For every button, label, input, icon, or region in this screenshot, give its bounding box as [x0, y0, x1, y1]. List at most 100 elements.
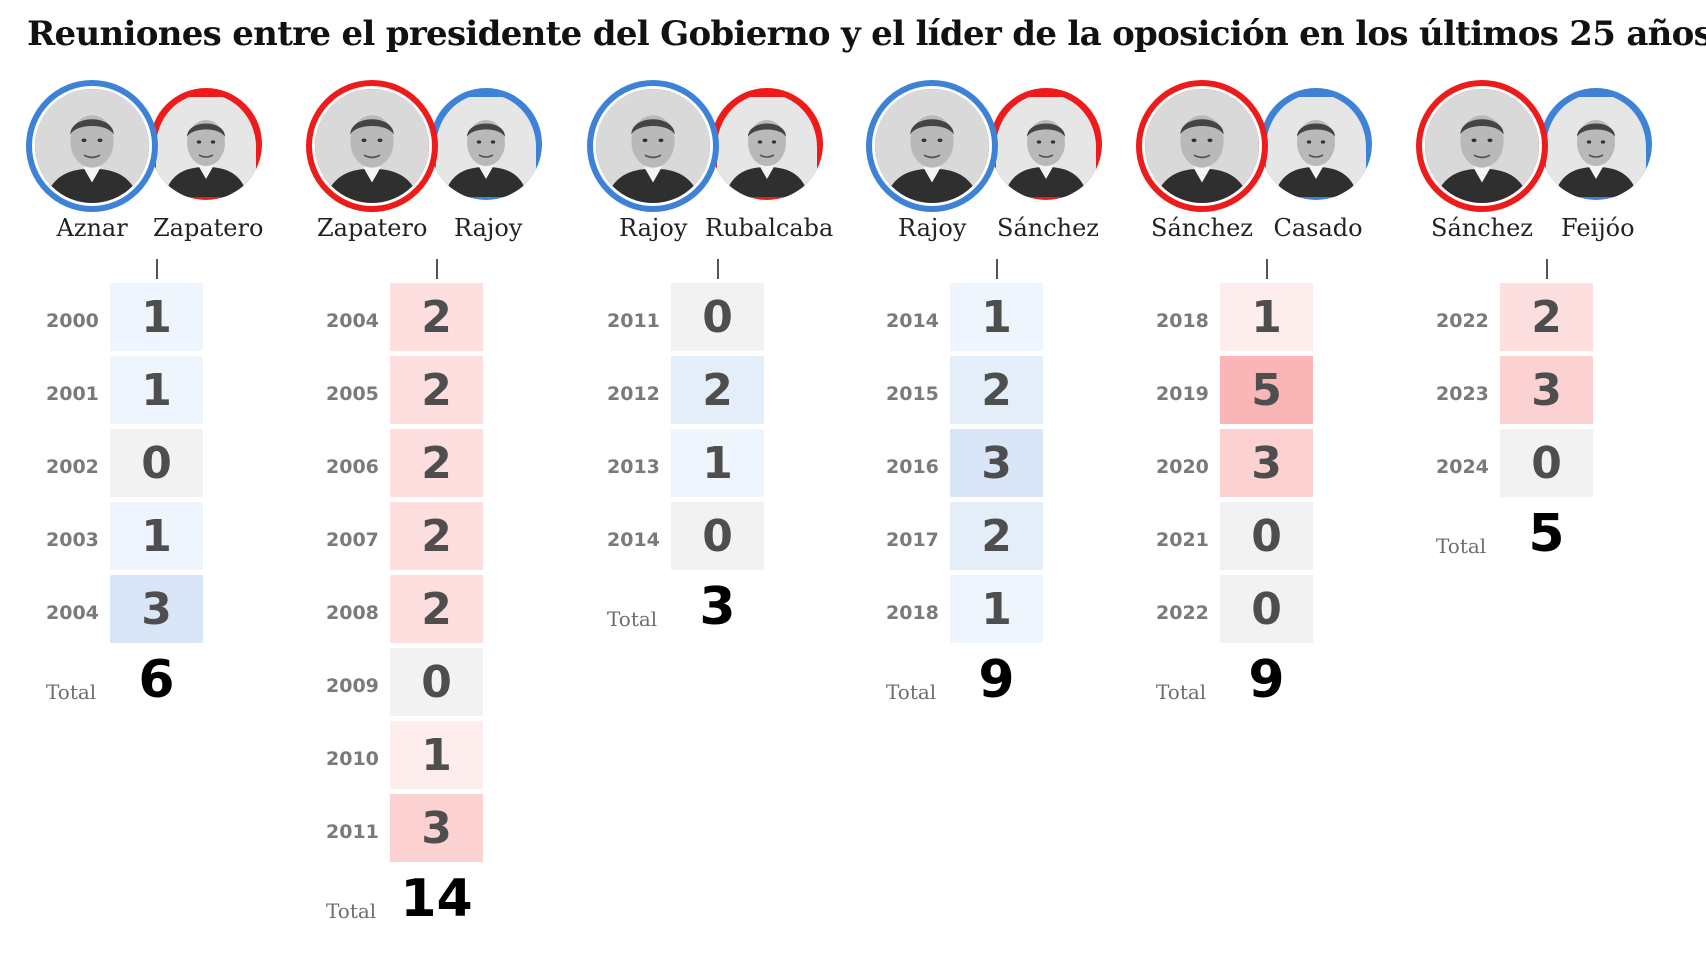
total-label: Total — [326, 899, 377, 923]
opposition-avatar — [1540, 88, 1652, 200]
total-value: 5 — [1528, 504, 1565, 564]
meetings-cell: 2 — [390, 283, 483, 351]
meetings-cell: 5 — [1220, 356, 1313, 424]
column-tick — [996, 259, 998, 279]
meetings-cell: 2 — [390, 429, 483, 497]
year-label: 2022 — [1156, 602, 1209, 624]
year-label: 2015 — [886, 383, 939, 405]
opposition-name: Sánchez — [997, 214, 1099, 242]
year-label: 2000 — [46, 310, 99, 332]
meetings-cell: 3 — [390, 794, 483, 862]
column-tick — [436, 259, 438, 279]
meetings-cell: 0 — [671, 502, 764, 570]
year-label: 2012 — [607, 383, 660, 405]
chart-title: Reuniones entre el presidente del Gobier… — [27, 14, 1706, 54]
total-value: 9 — [978, 650, 1015, 710]
year-label: 2017 — [886, 529, 939, 551]
year-label: 2016 — [886, 456, 939, 478]
president-avatar — [587, 80, 719, 212]
meetings-cell: 1 — [110, 356, 203, 424]
year-label: 2023 — [1436, 383, 1489, 405]
group-1: Aznar Zapatero 2000 1 2001 1 2002 0 2003 1 2004 3 To… — [26, 0, 296, 960]
year-label: 2014 — [607, 529, 660, 551]
year-label: 2020 — [1156, 456, 1209, 478]
opposition-avatar — [150, 88, 262, 200]
group-3: Rajoy Rubalcaba 2011 0 2012 2 2013 1 2014 0 Total 3 — [587, 0, 857, 960]
meetings-cell: 0 — [1500, 429, 1593, 497]
president-photo — [1422, 86, 1542, 206]
total-label: Total — [607, 607, 658, 631]
column-tick — [156, 259, 158, 279]
meetings-cell: 2 — [390, 502, 483, 570]
year-label: 2004 — [46, 602, 99, 624]
total-label: Total — [1436, 534, 1487, 558]
meetings-cell: 0 — [1220, 575, 1313, 643]
president-photo — [32, 86, 152, 206]
total-value: 3 — [699, 577, 736, 637]
president-name: Rajoy — [898, 214, 967, 242]
group-2: Zapatero Rajoy 2004 2 2005 2 2006 2 2007 2 2008 2 20… — [306, 0, 576, 960]
year-label: 2018 — [886, 602, 939, 624]
year-label: 2002 — [46, 456, 99, 478]
year-label: 2007 — [326, 529, 379, 551]
meetings-cell: 1 — [110, 502, 203, 570]
group-5: Sánchez Casado 2018 1 2019 5 2020 3 2021 0 2022 0 To… — [1136, 0, 1406, 960]
meetings-cell: 2 — [950, 356, 1043, 424]
total-value: 9 — [1248, 650, 1285, 710]
meetings-cell: 3 — [950, 429, 1043, 497]
meetings-cell: 2 — [1500, 283, 1593, 351]
opposition-name: Feijóo — [1561, 214, 1635, 242]
meetings-cell: 0 — [390, 648, 483, 716]
year-label: 2009 — [326, 675, 379, 697]
opposition-avatar — [430, 88, 542, 200]
year-label: 2003 — [46, 529, 99, 551]
opposition-name: Casado — [1273, 214, 1363, 242]
year-label: 2001 — [46, 383, 99, 405]
column-tick — [1546, 259, 1548, 279]
year-label: 2014 — [886, 310, 939, 332]
meetings-cell: 0 — [110, 429, 203, 497]
year-label: 2006 — [326, 456, 379, 478]
meetings-cell: 1 — [950, 575, 1043, 643]
president-photo — [872, 86, 992, 206]
meetings-cell: 3 — [110, 575, 203, 643]
year-label: 2021 — [1156, 529, 1209, 551]
president-name: Rajoy — [619, 214, 688, 242]
year-label: 2024 — [1436, 456, 1489, 478]
meetings-cell: 0 — [1220, 502, 1313, 570]
total-label: Total — [46, 680, 97, 704]
column-tick — [1266, 259, 1268, 279]
total-label: Total — [886, 680, 937, 704]
president-name: Sánchez — [1431, 214, 1533, 242]
president-avatar — [1416, 80, 1548, 212]
opposition-name: Rajoy — [454, 214, 523, 242]
meetings-cell: 2 — [390, 356, 483, 424]
president-name: Zapatero — [317, 214, 428, 242]
total-label: Total — [1156, 680, 1207, 704]
president-photo — [593, 86, 713, 206]
president-avatar — [26, 80, 158, 212]
year-label: 2019 — [1156, 383, 1209, 405]
total-value: 14 — [400, 869, 473, 929]
year-label: 2011 — [326, 821, 379, 843]
opposition-avatar — [711, 88, 823, 200]
meetings-cell: 3 — [1220, 429, 1313, 497]
meetings-cell: 1 — [671, 429, 764, 497]
year-label: 2018 — [1156, 310, 1209, 332]
meetings-cell: 0 — [671, 283, 764, 351]
total-value: 6 — [138, 650, 175, 710]
opposition-name: Rubalcaba — [705, 214, 834, 242]
group-6: Sánchez Feijóo 2022 2 2023 3 2024 0 Total 5 — [1416, 0, 1686, 960]
meetings-cell: 1 — [1220, 283, 1313, 351]
year-label: 2011 — [607, 310, 660, 332]
year-label: 2010 — [326, 748, 379, 770]
president-avatar — [866, 80, 998, 212]
opposition-avatar — [990, 88, 1102, 200]
year-label: 2022 — [1436, 310, 1489, 332]
year-label: 2013 — [607, 456, 660, 478]
opposition-name: Zapatero — [153, 214, 264, 242]
president-photo — [312, 86, 432, 206]
meetings-cell: 2 — [950, 502, 1043, 570]
president-name: Sánchez — [1151, 214, 1253, 242]
meetings-cell: 2 — [390, 575, 483, 643]
